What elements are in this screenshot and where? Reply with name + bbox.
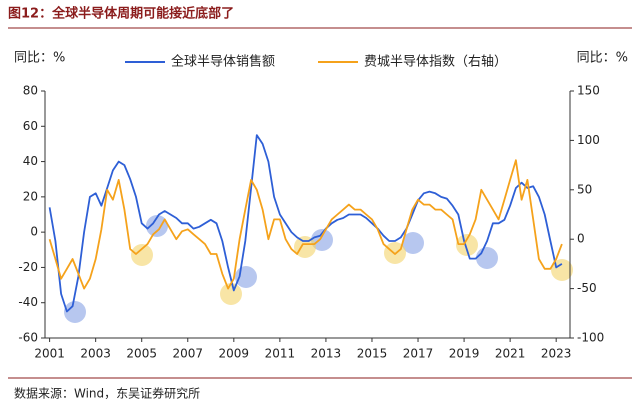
- series-line: [48, 159, 563, 290]
- y2-tick-label: -50: [577, 281, 597, 295]
- x-tick-label: 2019: [449, 347, 480, 361]
- highlight: [402, 232, 424, 254]
- x-tick-label: 2021: [495, 347, 526, 361]
- y2-tick-label: -100: [577, 331, 604, 345]
- x-tick-label: 2023: [541, 347, 572, 361]
- y-tick-label: 0: [30, 225, 38, 239]
- series-line: [48, 134, 563, 313]
- x-tick-label: 2009: [219, 347, 250, 361]
- x-tick-label: 2017: [403, 347, 434, 361]
- source-note: 数据来源：Wind，东吴证券研究所: [14, 386, 200, 401]
- highlights: [64, 215, 573, 323]
- y2-axis-label: 同比：%: [577, 51, 628, 66]
- y-tick-label: 20: [23, 189, 38, 203]
- highlight: [551, 259, 573, 281]
- y-tick-label: 80: [23, 84, 38, 98]
- highlight: [220, 283, 242, 305]
- x-tick-label: 2007: [172, 347, 203, 361]
- legend-label: 费城半导体指数（右轴）: [364, 55, 507, 70]
- x-tick-label: 2015: [357, 347, 388, 361]
- y2-tick-label: 0: [577, 232, 585, 246]
- y-axis-label: 同比：%: [14, 51, 65, 66]
- x-tick-label: 2011: [265, 347, 296, 361]
- y2-tick-label: 100: [577, 133, 600, 147]
- highlight: [456, 234, 478, 256]
- highlight: [235, 266, 257, 288]
- y2-tick-label: 50: [577, 182, 592, 196]
- y-tick-label: 60: [23, 119, 38, 133]
- x-tick-label: 2001: [34, 347, 65, 361]
- x-tick-label: 2003: [80, 347, 111, 361]
- highlight: [64, 301, 86, 323]
- highlight: [146, 215, 168, 237]
- y-tick-label: -40: [18, 295, 38, 309]
- highlight: [131, 244, 153, 266]
- y-tick-label: -60: [18, 331, 38, 345]
- legend-label: 全球半导体销售额: [171, 54, 275, 70]
- highlight: [294, 236, 316, 258]
- y-tick-label: 40: [23, 154, 38, 168]
- highlight: [311, 229, 333, 251]
- y-tick-label: -20: [18, 260, 38, 274]
- highlight: [476, 247, 498, 269]
- y2-tick-label: 150: [577, 84, 600, 98]
- x-tick-label: 2013: [311, 347, 342, 361]
- chart-title: 图12：全球半导体周期可能接近底部了: [8, 6, 234, 22]
- x-tick-label: 2005: [126, 347, 157, 361]
